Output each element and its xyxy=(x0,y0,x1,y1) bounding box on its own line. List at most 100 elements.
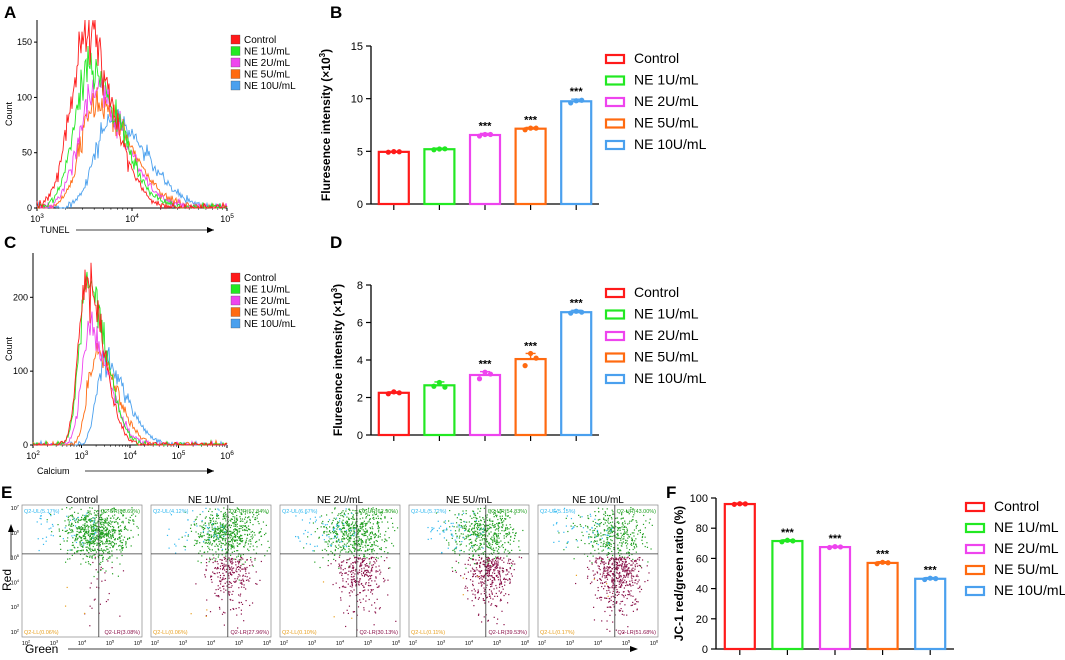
scatter-dot xyxy=(238,528,240,530)
scatter-dot xyxy=(333,529,335,532)
scatter-dot xyxy=(518,556,520,558)
scatter-dot xyxy=(601,558,603,560)
scatter-dot xyxy=(105,519,107,521)
scatter-dot xyxy=(67,531,69,534)
scatter-dot xyxy=(494,549,496,552)
scatter-dot xyxy=(592,555,594,557)
scatter-dot xyxy=(647,561,649,563)
scatter-dot xyxy=(99,526,102,528)
scatter-dot xyxy=(228,577,230,579)
scatter-dot xyxy=(469,531,471,533)
scatter-dot xyxy=(93,517,95,519)
scatter-dot xyxy=(112,515,114,517)
scatter-dot xyxy=(484,580,486,582)
scatter-dot xyxy=(205,516,207,518)
scatter-dot xyxy=(617,520,619,523)
scatter-dot xyxy=(230,532,232,534)
scatter-dot xyxy=(71,529,74,531)
scatter-dot xyxy=(611,557,613,559)
scatter-dot xyxy=(478,564,481,567)
scatter-dot xyxy=(617,577,619,580)
scatter-dot xyxy=(240,555,242,557)
scatter-dot xyxy=(499,583,501,585)
scatter-dot xyxy=(360,550,362,552)
scatter-dot xyxy=(90,518,92,520)
scatter-dot xyxy=(239,566,241,569)
scatter-dot xyxy=(497,528,499,530)
scatter-dot xyxy=(210,514,212,516)
scatter-dot xyxy=(89,535,91,537)
scatter-dot xyxy=(575,574,578,576)
scatter-dot xyxy=(232,513,234,515)
scatter-dot xyxy=(460,521,462,524)
scatter-dot xyxy=(102,558,104,560)
scatter-dot xyxy=(338,524,340,527)
scatter-dot xyxy=(472,527,474,529)
scatter-dot xyxy=(519,549,521,551)
scatter-dot xyxy=(219,532,222,534)
scatter-dot xyxy=(244,567,246,570)
scatter-dot xyxy=(221,542,223,545)
scatter-dot xyxy=(185,531,187,534)
legend-label: NE 2U/mL xyxy=(634,93,699,109)
scatter-dot xyxy=(348,525,350,527)
scatter-dot xyxy=(473,549,476,551)
scatter-dot xyxy=(342,519,344,521)
scatter-dot xyxy=(202,511,204,513)
legend-label: NE 5U/mL xyxy=(244,308,291,319)
scatter-dot xyxy=(357,580,359,583)
scatter-dot xyxy=(479,523,481,526)
scatter-dot xyxy=(266,550,268,552)
scatter-dot xyxy=(375,566,377,568)
scatter-dot xyxy=(368,585,370,587)
scatter-dot xyxy=(497,535,499,537)
data-point xyxy=(579,309,585,315)
scatter-dot xyxy=(488,573,490,575)
scatter-dot xyxy=(366,569,368,571)
scatter-dot xyxy=(597,519,599,521)
scatter-dot xyxy=(74,525,77,527)
scatter-dot xyxy=(626,572,628,574)
scatter-dot xyxy=(333,531,335,534)
scatter-dot xyxy=(92,526,94,528)
scatter-dot xyxy=(346,609,348,611)
scatter-dot xyxy=(84,533,86,535)
scatter-dot xyxy=(479,547,481,549)
scatter-dot xyxy=(343,530,346,533)
scatter-dot xyxy=(613,606,615,608)
scatter-dot xyxy=(354,522,357,524)
scatter-dot xyxy=(326,535,328,537)
scatter-dot xyxy=(335,537,338,539)
scatter-dot xyxy=(350,535,352,537)
scatter-dot xyxy=(480,543,482,545)
scatter-dot xyxy=(355,521,357,523)
scatter-dot xyxy=(57,524,59,526)
scatter-dot xyxy=(94,519,96,521)
scatter-dot xyxy=(359,578,362,580)
scatter-dot xyxy=(69,549,71,551)
scatter-dot xyxy=(102,533,104,535)
scatter-dot xyxy=(499,571,501,573)
scatter-dot xyxy=(108,525,110,527)
scatter-dot xyxy=(74,539,76,541)
scatter-dot xyxy=(332,527,334,529)
scatter-dot xyxy=(603,518,605,520)
scatter-dot xyxy=(352,515,354,518)
scatter-dot xyxy=(586,577,589,579)
scatter-dot xyxy=(505,536,508,538)
scatter-dot xyxy=(85,518,87,521)
scatter-dot xyxy=(509,532,511,534)
scatter-dot xyxy=(91,507,93,509)
scatter-dot xyxy=(358,543,361,546)
scatter-dot xyxy=(255,571,257,573)
scatter-dot xyxy=(354,561,356,563)
scatter-dot xyxy=(608,587,610,589)
scatter-dot xyxy=(231,563,233,565)
scatter-dot xyxy=(631,578,633,580)
histogram-series-3 xyxy=(37,87,228,210)
scatter-dot xyxy=(240,525,243,527)
scatter-dot xyxy=(476,525,479,527)
scatter-dot xyxy=(637,533,639,535)
scatter-dot xyxy=(72,544,75,546)
scatter-dot xyxy=(115,521,117,523)
